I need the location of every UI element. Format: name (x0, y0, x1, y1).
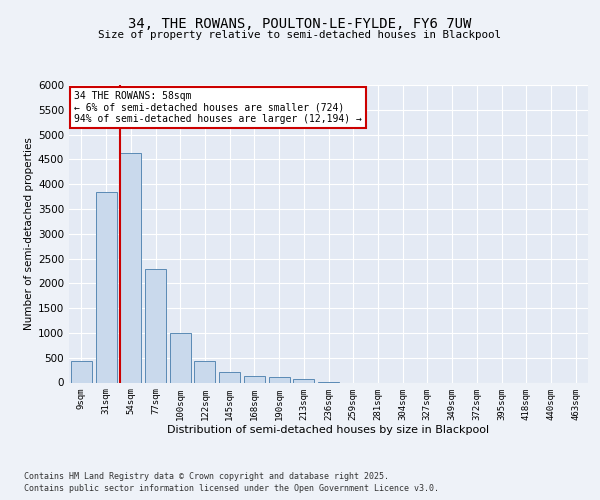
Bar (71, 361, 92, 382)
Bar (95, 192, 116, 382)
Bar (244, 376, 265, 382)
Bar (120, 154, 141, 382)
Bar (293, 378, 314, 382)
Text: 34, THE ROWANS, POULTON-LE-FYLDE, FY6 7UW: 34, THE ROWANS, POULTON-LE-FYLDE, FY6 7U… (128, 18, 472, 32)
Bar (145, 270, 166, 382)
Y-axis label: Number of semi-detached properties: Number of semi-detached properties (24, 138, 34, 330)
Text: Size of property relative to semi-detached houses in Blackpool: Size of property relative to semi-detach… (98, 30, 502, 40)
X-axis label: Distribution of semi-detached houses by size in Blackpool: Distribution of semi-detached houses by … (167, 425, 490, 435)
Text: Contains HM Land Registry data © Crown copyright and database right 2025.: Contains HM Land Registry data © Crown c… (24, 472, 389, 481)
Bar (219, 372, 240, 382)
Bar (194, 361, 215, 382)
Text: Contains public sector information licensed under the Open Government Licence v3: Contains public sector information licen… (24, 484, 439, 493)
Bar (170, 333, 191, 382)
Bar (269, 377, 290, 382)
Text: 34 THE ROWANS: 58sqm
← 6% of semi-detached houses are smaller (724)
94% of semi-: 34 THE ROWANS: 58sqm ← 6% of semi-detach… (74, 91, 362, 124)
